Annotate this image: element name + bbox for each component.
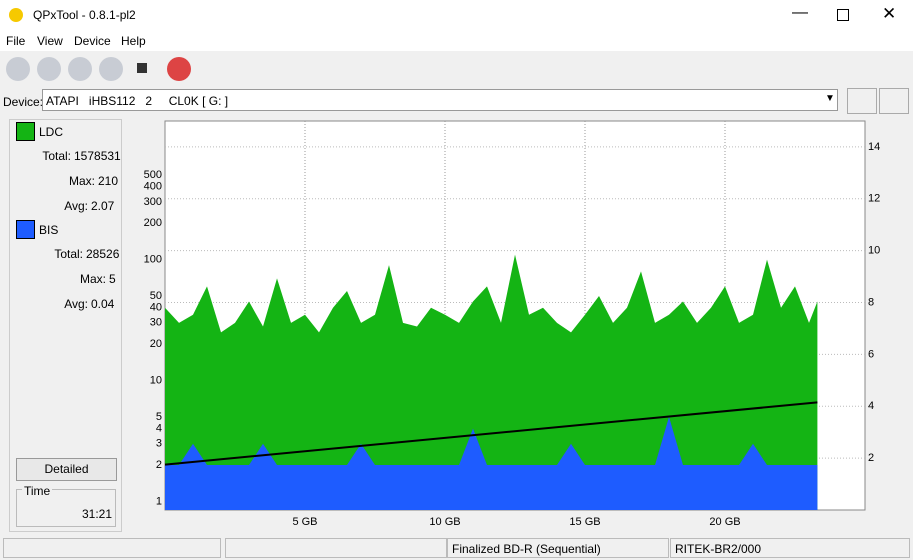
close[interactable]: ✕ <box>882 4 897 23</box>
y-tick-label: 1 <box>156 495 162 507</box>
bis-name: BIS <box>39 223 59 237</box>
toolbar-button[interactable] <box>167 57 191 81</box>
chart: 5 GB 10 GB 15 GB 20 GB123451020304050100200… <box>144 120 880 528</box>
stat-label: Total: <box>42 149 71 163</box>
stat-label: Avg: <box>64 199 88 213</box>
stat-value: 210 <box>98 174 119 188</box>
y-tick-label: 40 <box>150 302 162 314</box>
ldc-swatch <box>16 122 35 141</box>
toolbar-button[interactable] <box>99 57 123 81</box>
y-tick-label: 100 <box>144 254 162 266</box>
time-label: Time <box>22 484 53 498</box>
y2-tick-label: 6 <box>868 348 874 360</box>
y2-tick-label: 10 <box>868 245 880 257</box>
y2-tick-label: 12 <box>868 193 880 205</box>
stat-label: Total: <box>54 247 83 261</box>
device-value: ATAPI iHBS112 2 CL0K [ G: ] <box>46 94 229 108</box>
window-title: QPxTool - 0.8.1-pl2 <box>33 8 136 22</box>
menu-bar: File View Device Help <box>0 31 913 51</box>
bis-swatch <box>16 220 35 239</box>
y2-tick-label: 4 <box>868 400 874 412</box>
speed-line <box>164 401 818 466</box>
device-label: Device: <box>3 95 44 109</box>
maximize[interactable] <box>837 9 849 21</box>
y-tick-label: 30 <box>150 317 162 329</box>
y-tick-label: 5 <box>156 411 162 423</box>
y2-tick-label: 8 <box>868 296 874 308</box>
y2-tick-label: 2 <box>868 452 874 464</box>
stat-value: 2.07 <box>91 199 115 213</box>
x-tick-label: 5 GB <box>292 516 317 528</box>
toolbar-button[interactable] <box>68 57 92 81</box>
status-cell <box>225 538 447 558</box>
x-tick-label: 10 GB <box>429 516 460 528</box>
toolbar-button[interactable] <box>6 57 30 81</box>
stat-label: Max: <box>68 174 95 188</box>
stat-value: 5 <box>109 272 116 286</box>
dropdown-arrow: ▼ <box>825 93 835 104</box>
y-tick-label: 3 <box>156 438 162 450</box>
y-tick-label: 4 <box>156 423 162 435</box>
stat-label: Avg: <box>64 297 88 311</box>
minimize[interactable]: — <box>792 4 808 21</box>
y2-tick-label: 14 <box>868 141 880 153</box>
stat-label: Max: <box>79 272 106 286</box>
x-tick-label: 20 GB <box>709 516 740 528</box>
menu-item[interactable]: Help <box>121 34 146 48</box>
y-tick-label: 500 <box>144 169 162 181</box>
device-select[interactable]: ATAPI iHBS112 2 CL0K [ G: ] ▼ <box>42 89 838 111</box>
time-value: 31:21 <box>82 507 113 521</box>
y-tick-label: 400 <box>144 181 162 193</box>
area-bis <box>165 416 818 510</box>
status-cell: RITEK-BR2/000 <box>670 538 910 558</box>
lock-button[interactable] <box>879 88 909 114</box>
y-tick-label: 50 <box>150 290 162 302</box>
y-tick-label: 20 <box>150 338 162 350</box>
status-cell <box>3 538 221 558</box>
stats-panel <box>9 119 122 532</box>
app-icon <box>9 8 23 22</box>
y-tick-label: 10 <box>150 374 162 386</box>
y-tick-label: 200 <box>144 217 162 229</box>
detailed-button[interactable]: Detailed <box>16 458 117 481</box>
title-bar: QPxTool - 0.8.1-pl2 — ✕ <box>0 0 913 31</box>
ldc-name: LDC <box>39 125 64 139</box>
time-box <box>16 489 116 527</box>
status-cell: Finalized BD-R (Sequential) <box>447 538 669 558</box>
y-tick-label: 300 <box>144 196 162 208</box>
toolbar-button[interactable] <box>37 57 61 81</box>
stat-value: 1578531 <box>74 149 121 163</box>
menu-item[interactable]: View <box>37 34 63 48</box>
x-tick-label: 15 GB <box>569 516 600 528</box>
area-ldc <box>165 254 818 510</box>
menu-item[interactable]: Device <box>74 34 111 48</box>
stat-value: 0.04 <box>91 297 115 311</box>
menu-item[interactable]: File <box>6 34 26 48</box>
y-tick-label: 2 <box>156 459 162 471</box>
eject-button[interactable] <box>847 88 877 114</box>
stat-value: 28526 <box>86 247 120 261</box>
stop-button[interactable] <box>137 63 147 73</box>
